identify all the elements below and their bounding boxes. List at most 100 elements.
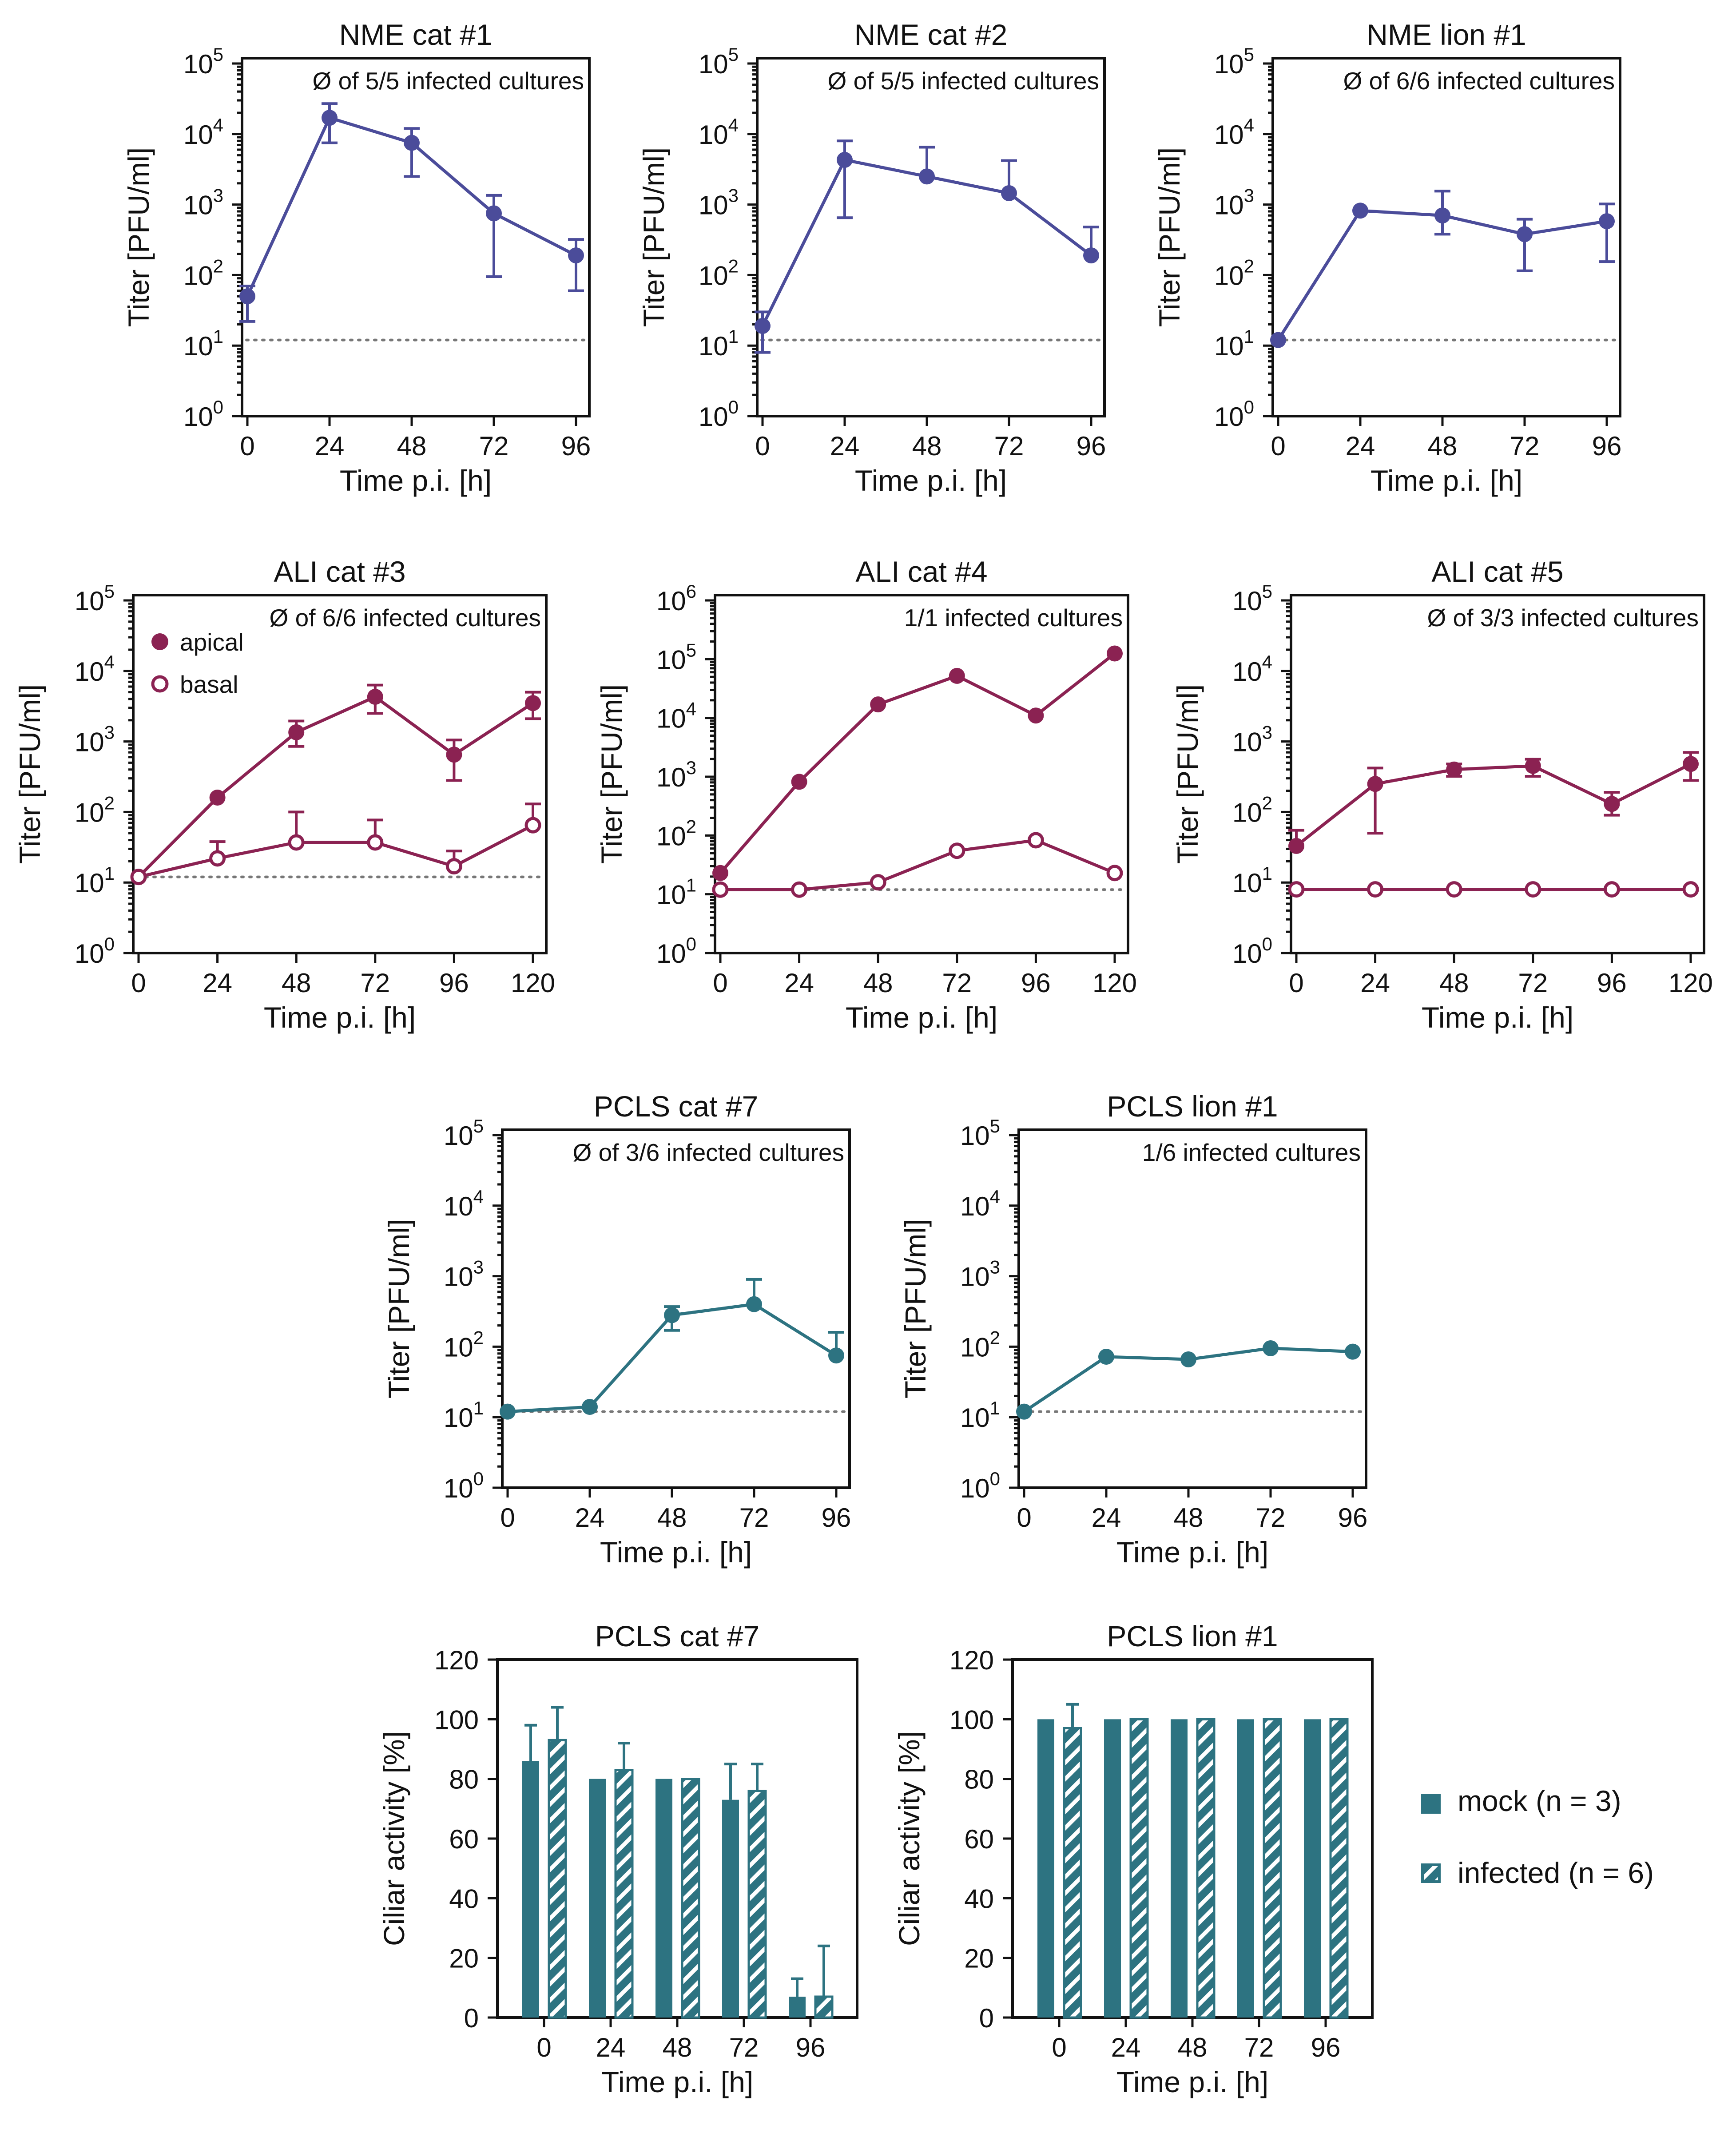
y-tick-label: 100 [434, 1705, 479, 1735]
data-point [1367, 776, 1383, 792]
y-tick-label: 103 [1214, 185, 1254, 220]
x-tick-label: 72 [1244, 2033, 1274, 2062]
y-tick-label: 102 [183, 255, 223, 290]
data-point [1016, 1403, 1032, 1420]
x-tick-label: 0 [500, 1503, 515, 1533]
x-tick-label: 0 [1271, 431, 1285, 461]
bar-infected [548, 1739, 567, 2019]
data-point [500, 1403, 516, 1420]
chart-pcls-lion1: PCLS lion #1 Time p.i. [h] Titer [PFU/ml] 1… [899, 1090, 1367, 1569]
x-tick-label: 48 [1178, 2033, 1208, 2062]
bar-infected [814, 1995, 834, 2019]
x-tick-label: 48 [663, 2033, 692, 2062]
y-tick-label: 100 [1232, 933, 1272, 969]
y-tick-label: 101 [183, 326, 223, 361]
x-axis-label: Time p.i. [h] [601, 2065, 753, 2098]
data-point [919, 168, 935, 185]
data-point [1028, 707, 1044, 724]
series-basal [130, 802, 541, 886]
y-tick-label: 104 [960, 1186, 1000, 1221]
data-point [1107, 645, 1123, 662]
data-point [322, 110, 338, 126]
bar-infected [1329, 1718, 1349, 2019]
y-tick-label: 105 [656, 640, 696, 675]
x-tick-label: 0 [1052, 2033, 1066, 2062]
chart-nme-cat2: NME cat #2 Time p.i. [h] Titer [PFU/ml] Ø o… [637, 18, 1106, 497]
x-tick-label: 72 [1518, 968, 1548, 998]
data-point [1603, 881, 1620, 898]
bar-mock [1237, 1719, 1254, 2018]
data-point [1599, 213, 1615, 230]
x-axis-label: Time p.i. [h] [264, 1001, 416, 1034]
bar-legend: mock (n = 3) infected (n = 6) [1421, 1784, 1654, 1889]
x-tick-label: 120 [511, 968, 555, 998]
x-tick-label: 24 [1092, 1503, 1121, 1533]
chart-annotation: Ø of 3/6 infected cultures [573, 1139, 844, 1166]
bar-infected [614, 1769, 634, 2019]
x-tick-label: 24 [784, 968, 814, 998]
x-tick-label: 96 [1021, 968, 1051, 998]
chart-title: ALI cat #5 [1431, 555, 1563, 588]
plot-frame [756, 57, 1106, 417]
bar-mock [1104, 1719, 1121, 2018]
chart-cilia-cat7: PCLS cat #7 Time p.i. [h] Ciliar activity … [377, 1620, 858, 2098]
bar-infected [1263, 1718, 1282, 2019]
y-tick-label: 40 [449, 1884, 479, 1914]
y-tick-label: 103 [183, 185, 223, 220]
data-point [1434, 207, 1450, 224]
y-axis-label: Ciliar activity [%] [893, 1731, 926, 1946]
x-tick-label: 24 [1346, 431, 1375, 461]
x-tick-label: 48 [397, 431, 427, 461]
series-line [1295, 763, 1692, 847]
y-tick-label: 20 [964, 1944, 994, 1974]
legend-apical-label: apical [180, 628, 244, 656]
chart-title: NME lion #1 [1367, 18, 1526, 51]
x-tick-label: 24 [596, 2033, 626, 2062]
y-tick-label: 102 [1232, 792, 1272, 827]
data-point [1027, 832, 1044, 849]
bar-infected [1129, 1718, 1149, 2019]
y-tick-label: 100 [656, 933, 696, 969]
y-tick-label: 105 [1214, 44, 1254, 79]
bar-mock [789, 1996, 806, 2018]
x-tick-label: 96 [1077, 431, 1106, 461]
y-tick-label: 100 [699, 397, 739, 432]
bar-mock [589, 1779, 606, 2018]
x-tick-label: 24 [1360, 968, 1390, 998]
x-tick-label: 72 [994, 431, 1024, 461]
chart-title: PCLS cat #7 [594, 1090, 759, 1123]
bar-mock [1304, 1719, 1321, 2018]
x-tick-label: 120 [1668, 968, 1713, 998]
data-point [1446, 881, 1462, 898]
y-tick-label: 102 [960, 1327, 1000, 1362]
y-tick-label: 101 [699, 326, 739, 361]
y-tick-label: 104 [183, 115, 223, 150]
data-point [1180, 1351, 1196, 1368]
y-tick-label: 102 [656, 816, 696, 851]
legend-mock-label: mock (n = 3) [1458, 1784, 1621, 1817]
x-tick-label: 24 [575, 1503, 605, 1533]
chart-annotation: Ø of 5/5 infected cultures [313, 67, 584, 95]
y-axis-label: Ciliar activity [%] [377, 1731, 410, 1946]
series-line [720, 838, 1116, 891]
y-tick-label: 104 [75, 651, 115, 687]
data-point [949, 842, 965, 859]
data-point [1682, 881, 1699, 898]
plot-frame [1271, 57, 1621, 417]
data-point [288, 724, 305, 740]
chart-annotation: Ø of 6/6 infected cultures [270, 604, 541, 632]
y-tick-label: 105 [960, 1116, 1000, 1151]
data-point [524, 817, 541, 834]
data-point [209, 850, 226, 867]
y-tick-label: 102 [1214, 255, 1254, 290]
y-tick-label: 100 [75, 933, 115, 969]
data-point [755, 318, 771, 334]
data-point [1288, 881, 1305, 898]
y-tick-label: 104 [656, 699, 696, 734]
data-point [712, 881, 729, 898]
x-tick-label: 24 [203, 968, 232, 998]
x-tick-label: 72 [942, 968, 972, 998]
x-tick-label: 96 [1311, 2033, 1341, 2062]
data-point [870, 696, 886, 713]
y-tick-label: 105 [183, 44, 223, 79]
